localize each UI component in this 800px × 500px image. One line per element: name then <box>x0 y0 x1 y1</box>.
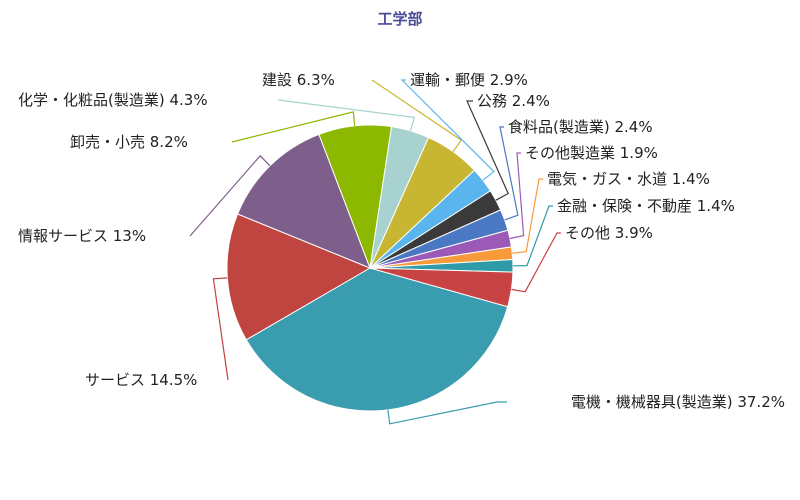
slice-label-9: その他製造業 1.9% <box>525 144 658 162</box>
slice-label-11: 金融・保険・不動産 1.4% <box>557 197 735 215</box>
leader-line-2 <box>189 154 271 237</box>
slice-label-8: 食料品(製造業) 2.4% <box>508 118 653 136</box>
slice-label-12: その他 3.9% <box>565 224 653 242</box>
slice-label-1: サービス 14.5% <box>85 371 197 389</box>
chart-title: 工学部 <box>377 10 423 28</box>
slice-label-0: 電機・機械器具(製造業) 37.2% <box>571 393 785 411</box>
pie-slice-12 <box>369 267 514 308</box>
leader-line-7 <box>466 100 509 201</box>
pie-slice-0 <box>245 267 509 412</box>
leader-line-8 <box>499 126 519 221</box>
slice-label-10: 電気・ガス・水道 1.4% <box>547 170 710 188</box>
leader-line-5 <box>371 79 463 152</box>
slice-label-7: 公務 2.4% <box>477 92 550 110</box>
leader-line-1 <box>212 277 229 381</box>
leader-line-11 <box>512 205 553 267</box>
slice-label-6: 運輸・郵便 2.9% <box>410 71 528 89</box>
slice-label-3: 卸売・小売 8.2% <box>70 133 188 151</box>
pie-slice-1 <box>226 213 372 341</box>
leader-line-4 <box>277 99 416 131</box>
leader-line-10 <box>512 178 543 254</box>
leader-line-6 <box>400 79 495 181</box>
slice-label-2: 情報サービス 13% <box>18 227 146 245</box>
leader-line-12 <box>511 232 561 293</box>
leader-line-9 <box>509 152 525 240</box>
leader-line-3 <box>231 111 356 143</box>
leader-line-0 <box>387 401 507 425</box>
slice-label-4: 化学・化粧品(製造業) 4.3% <box>18 91 208 109</box>
slice-label-5: 建設 6.3% <box>262 71 335 89</box>
